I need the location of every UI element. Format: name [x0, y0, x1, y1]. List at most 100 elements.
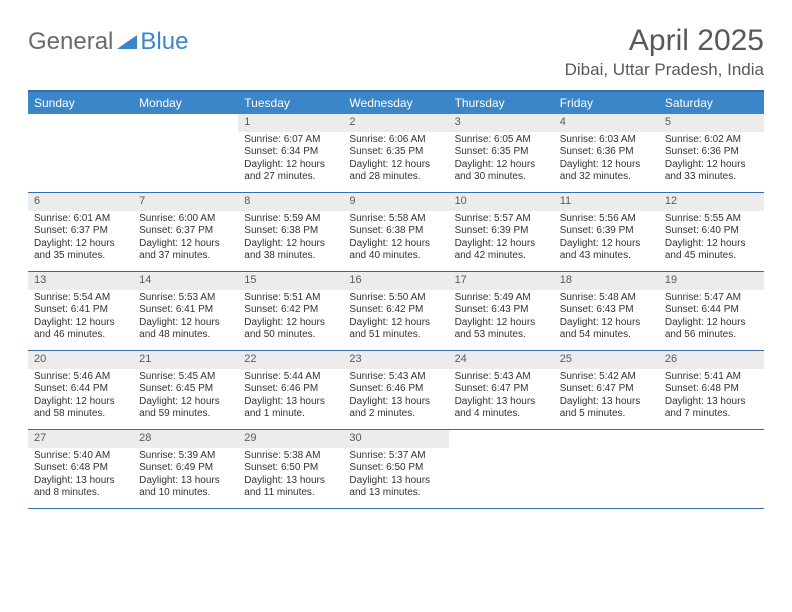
week-row: 6Sunrise: 6:01 AMSunset: 6:37 PMDaylight…: [28, 193, 764, 272]
day-header: Sunday: [28, 92, 133, 114]
day-cell: 24Sunrise: 5:43 AMSunset: 6:47 PMDayligh…: [449, 351, 554, 429]
day-cell: 15Sunrise: 5:51 AMSunset: 6:42 PMDayligh…: [238, 272, 343, 350]
day-cell: 25Sunrise: 5:42 AMSunset: 6:47 PMDayligh…: [554, 351, 659, 429]
sunrise-text: Sunrise: 5:40 AM: [34, 450, 127, 463]
sunrise-text: Sunrise: 5:41 AM: [665, 371, 758, 384]
sunset-text: Sunset: 6:44 PM: [665, 304, 758, 317]
daylight-text: Daylight: 12 hours and 59 minutes.: [139, 396, 232, 421]
week-row: 13Sunrise: 5:54 AMSunset: 6:41 PMDayligh…: [28, 272, 764, 351]
sunset-text: Sunset: 6:38 PM: [349, 225, 442, 238]
day-cell: [554, 430, 659, 508]
sunrise-text: Sunrise: 5:39 AM: [139, 450, 232, 463]
daylight-text: Daylight: 12 hours and 38 minutes.: [244, 238, 337, 263]
day-body: Sunrise: 5:43 AMSunset: 6:47 PMDaylight:…: [449, 369, 554, 427]
location-label: Dibai, Uttar Pradesh, India: [565, 60, 764, 80]
day-body: Sunrise: 6:01 AMSunset: 6:37 PMDaylight:…: [28, 211, 133, 269]
day-cell: 11Sunrise: 5:56 AMSunset: 6:39 PMDayligh…: [554, 193, 659, 271]
sunrise-text: Sunrise: 5:55 AM: [665, 213, 758, 226]
sunset-text: Sunset: 6:42 PM: [349, 304, 442, 317]
day-number: 2: [343, 114, 448, 132]
sunset-text: Sunset: 6:47 PM: [455, 383, 548, 396]
sunrise-text: Sunrise: 6:03 AM: [560, 134, 653, 147]
day-body: Sunrise: 5:42 AMSunset: 6:47 PMDaylight:…: [554, 369, 659, 427]
sunrise-text: Sunrise: 5:38 AM: [244, 450, 337, 463]
sunset-text: Sunset: 6:48 PM: [34, 462, 127, 475]
day-cell: 20Sunrise: 5:46 AMSunset: 6:44 PMDayligh…: [28, 351, 133, 429]
day-body: Sunrise: 5:49 AMSunset: 6:43 PMDaylight:…: [449, 290, 554, 348]
sunrise-text: Sunrise: 5:57 AM: [455, 213, 548, 226]
day-body: Sunrise: 6:00 AMSunset: 6:37 PMDaylight:…: [133, 211, 238, 269]
calendar: SundayMondayTuesdayWednesdayThursdayFrid…: [28, 90, 764, 509]
day-body: Sunrise: 5:47 AMSunset: 6:44 PMDaylight:…: [659, 290, 764, 348]
sunrise-text: Sunrise: 5:51 AM: [244, 292, 337, 305]
title-block: April 2025 Dibai, Uttar Pradesh, India: [565, 24, 764, 80]
day-cell: 9Sunrise: 5:58 AMSunset: 6:38 PMDaylight…: [343, 193, 448, 271]
sunrise-text: Sunrise: 6:01 AM: [34, 213, 127, 226]
sunset-text: Sunset: 6:38 PM: [244, 225, 337, 238]
sunset-text: Sunset: 6:46 PM: [349, 383, 442, 396]
daylight-text: Daylight: 12 hours and 43 minutes.: [560, 238, 653, 263]
daylight-text: Daylight: 12 hours and 54 minutes.: [560, 317, 653, 342]
day-cell: 4Sunrise: 6:03 AMSunset: 6:36 PMDaylight…: [554, 114, 659, 192]
day-number: 7: [133, 193, 238, 211]
day-cell: 2Sunrise: 6:06 AMSunset: 6:35 PMDaylight…: [343, 114, 448, 192]
day-number: 19: [659, 272, 764, 290]
sunset-text: Sunset: 6:42 PM: [244, 304, 337, 317]
sunrise-text: Sunrise: 5:50 AM: [349, 292, 442, 305]
day-cell: 8Sunrise: 5:59 AMSunset: 6:38 PMDaylight…: [238, 193, 343, 271]
sunrise-text: Sunrise: 6:07 AM: [244, 134, 337, 147]
day-cell: 10Sunrise: 5:57 AMSunset: 6:39 PMDayligh…: [449, 193, 554, 271]
day-header: Tuesday: [238, 92, 343, 114]
day-number: 6: [28, 193, 133, 211]
sunrise-text: Sunrise: 5:44 AM: [244, 371, 337, 384]
week-row: 20Sunrise: 5:46 AMSunset: 6:44 PMDayligh…: [28, 351, 764, 430]
sunset-text: Sunset: 6:49 PM: [139, 462, 232, 475]
sunset-text: Sunset: 6:47 PM: [560, 383, 653, 396]
sunrise-text: Sunrise: 5:58 AM: [349, 213, 442, 226]
daylight-text: Daylight: 12 hours and 35 minutes.: [34, 238, 127, 263]
day-body: Sunrise: 5:54 AMSunset: 6:41 PMDaylight:…: [28, 290, 133, 348]
day-cell: 1Sunrise: 6:07 AMSunset: 6:34 PMDaylight…: [238, 114, 343, 192]
daylight-text: Daylight: 12 hours and 32 minutes.: [560, 159, 653, 184]
header: General Blue April 2025 Dibai, Uttar Pra…: [28, 24, 764, 80]
day-header: Thursday: [449, 92, 554, 114]
day-number: 28: [133, 430, 238, 448]
day-body: Sunrise: 5:58 AMSunset: 6:38 PMDaylight:…: [343, 211, 448, 269]
day-cell: 29Sunrise: 5:38 AMSunset: 6:50 PMDayligh…: [238, 430, 343, 508]
day-cell: 26Sunrise: 5:41 AMSunset: 6:48 PMDayligh…: [659, 351, 764, 429]
day-body: Sunrise: 5:46 AMSunset: 6:44 PMDaylight:…: [28, 369, 133, 427]
daylight-text: Daylight: 13 hours and 5 minutes.: [560, 396, 653, 421]
sunset-text: Sunset: 6:48 PM: [665, 383, 758, 396]
day-body: Sunrise: 5:44 AMSunset: 6:46 PMDaylight:…: [238, 369, 343, 427]
day-body: Sunrise: 5:51 AMSunset: 6:42 PMDaylight:…: [238, 290, 343, 348]
week-row: 1Sunrise: 6:07 AMSunset: 6:34 PMDaylight…: [28, 114, 764, 193]
day-number: 12: [659, 193, 764, 211]
daylight-text: Daylight: 12 hours and 28 minutes.: [349, 159, 442, 184]
day-number: 8: [238, 193, 343, 211]
day-number: 27: [28, 430, 133, 448]
daylight-text: Daylight: 13 hours and 8 minutes.: [34, 475, 127, 500]
sunrise-text: Sunrise: 5:49 AM: [455, 292, 548, 305]
day-cell: 17Sunrise: 5:49 AMSunset: 6:43 PMDayligh…: [449, 272, 554, 350]
sunrise-text: Sunrise: 5:43 AM: [455, 371, 548, 384]
sunrise-text: Sunrise: 6:02 AM: [665, 134, 758, 147]
day-cell: 18Sunrise: 5:48 AMSunset: 6:43 PMDayligh…: [554, 272, 659, 350]
sunset-text: Sunset: 6:41 PM: [34, 304, 127, 317]
day-body: Sunrise: 6:02 AMSunset: 6:36 PMDaylight:…: [659, 132, 764, 190]
sunset-text: Sunset: 6:40 PM: [665, 225, 758, 238]
day-body: Sunrise: 5:56 AMSunset: 6:39 PMDaylight:…: [554, 211, 659, 269]
day-number: 23: [343, 351, 448, 369]
day-cell: 6Sunrise: 6:01 AMSunset: 6:37 PMDaylight…: [28, 193, 133, 271]
daylight-text: Daylight: 12 hours and 46 minutes.: [34, 317, 127, 342]
day-number: 25: [554, 351, 659, 369]
day-number: 26: [659, 351, 764, 369]
sunset-text: Sunset: 6:45 PM: [139, 383, 232, 396]
day-header: Friday: [554, 92, 659, 114]
sunset-text: Sunset: 6:46 PM: [244, 383, 337, 396]
day-number: 3: [449, 114, 554, 132]
sunset-text: Sunset: 6:37 PM: [34, 225, 127, 238]
daylight-text: Daylight: 12 hours and 40 minutes.: [349, 238, 442, 263]
daylight-text: Daylight: 12 hours and 53 minutes.: [455, 317, 548, 342]
day-cell: [133, 114, 238, 192]
day-body: Sunrise: 5:48 AMSunset: 6:43 PMDaylight:…: [554, 290, 659, 348]
